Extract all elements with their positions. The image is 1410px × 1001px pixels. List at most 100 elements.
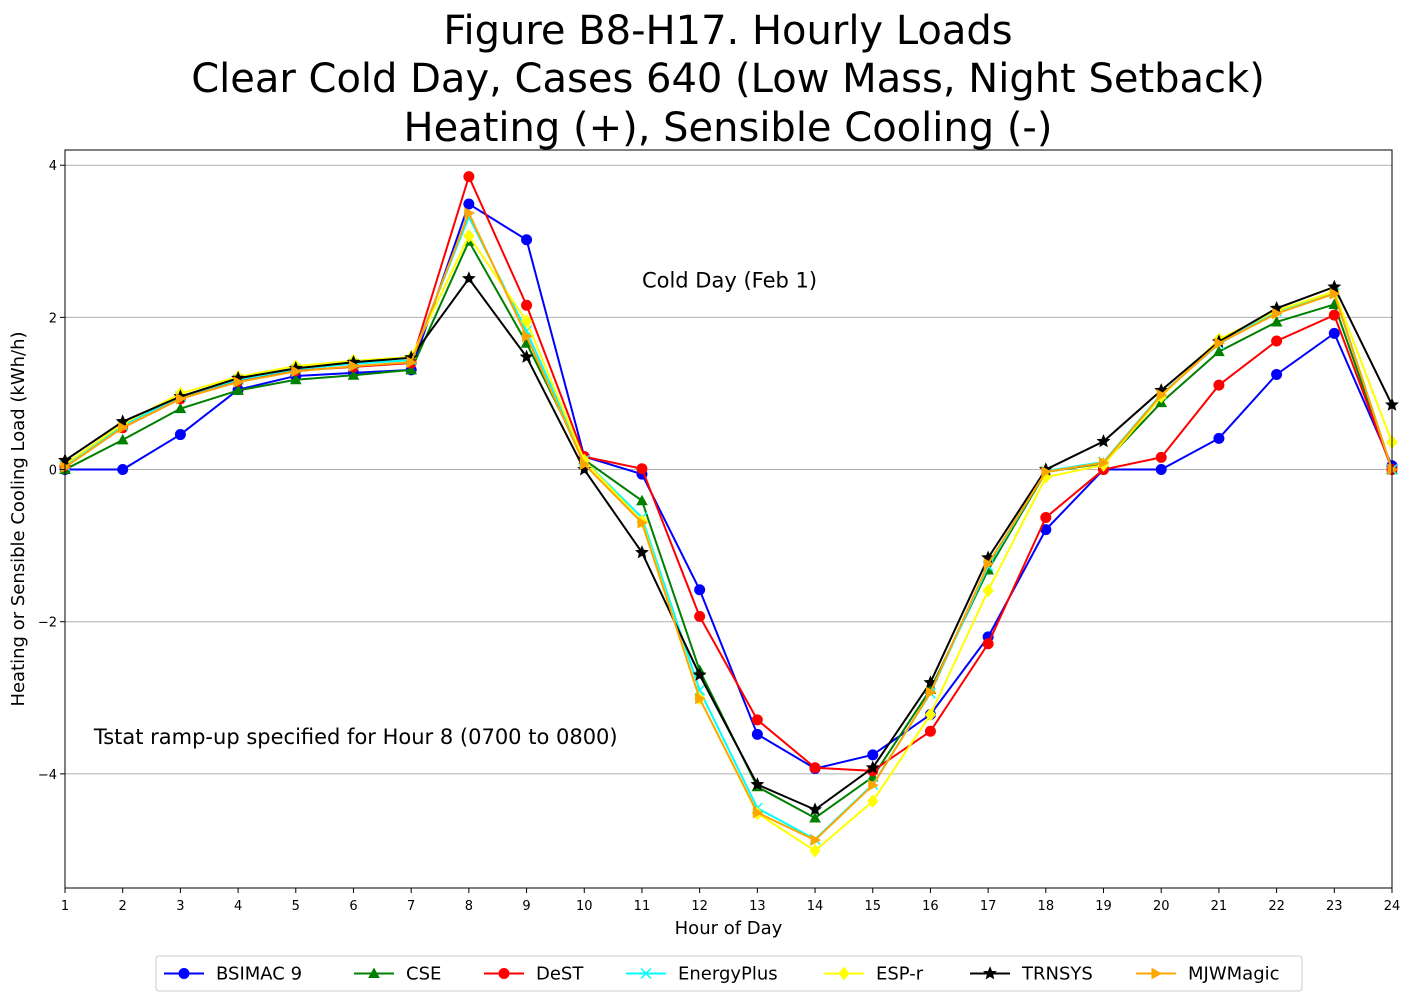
data-point [692,667,707,681]
series-line [64,233,1393,852]
chart-title: Figure B8-H17. Hourly Loads Clear Cold D… [191,8,1265,151]
data-point [1328,309,1340,321]
legend-item: CSE [354,964,441,985]
data-point [982,638,994,650]
data-point [1270,315,1283,327]
data-point [810,834,822,846]
x-tick-label: 4 [234,899,242,914]
data-point [636,463,648,475]
data-point [579,458,591,471]
data-point [174,402,187,414]
data-point [1040,511,1052,523]
data-point [174,429,186,441]
x-tick-label: 11 [634,899,651,914]
data-point [520,314,533,328]
data-point [809,843,821,858]
data-point [808,802,822,816]
data-point [1329,287,1341,300]
data-point [463,171,475,183]
data-point [636,494,648,506]
data-point [1041,465,1052,478]
series-group [58,171,1399,858]
data-point [463,229,475,243]
data-point [368,967,380,978]
plot-area [64,149,1393,889]
data-point [118,421,129,434]
legend-item: ESP-r [824,964,924,985]
data-point [867,794,879,809]
x-tick-label: 2 [119,899,127,914]
x-axis-label: Hour of Day [675,918,783,939]
legend-item: BSIMAC 9 [164,964,302,985]
series-line [64,173,1393,772]
data-point [1099,456,1110,469]
data-point [983,558,995,570]
legend-label: TRNSYS [1021,964,1093,985]
grid-lines [65,164,1392,775]
x-tick-label: 18 [1038,899,1055,914]
data-point [809,811,821,823]
x-tick-label: 22 [1268,899,1285,914]
y-tick-label: 4 [49,159,57,174]
data-point [637,516,648,529]
data-point [751,728,763,740]
x-tick-label: 16 [922,899,939,914]
data-point [178,968,190,979]
data-point [405,363,418,375]
x-tick-label: 19 [1095,899,1112,914]
series-line [64,276,1393,811]
x-tick-label: 24 [1384,899,1401,914]
x-tick-label: 14 [807,899,824,914]
x-tick-label: 20 [1153,899,1170,914]
data-point [868,779,879,792]
x-tick-label: 6 [349,899,357,914]
legend-label: MJWMagic [1188,964,1280,985]
data-point [640,967,652,980]
data-point [116,433,129,445]
data-point [347,369,360,380]
x-tick-label: 12 [691,899,708,914]
axes: 420−2−41 2 3 4 5 6 7 8 9 10 11 12 13 14 15 16 17 18 19 20 21… [38,159,1400,914]
data-point [522,330,533,343]
data-point [519,349,534,363]
series-dest [59,171,1398,777]
chart-title-line-1: Figure B8-H17. Hourly Loads [443,8,1012,54]
data-point [1328,327,1340,339]
data-point [521,299,533,311]
x-tick-label: 8 [465,899,473,914]
y-axis-label: Heating or Sensible Cooling Load (kWh/h) [8,331,29,706]
x-tick-label: 5 [292,899,300,914]
data-point [982,583,994,598]
legend-box [155,955,1303,992]
legend-label: ESP-r [876,964,924,985]
data-point [1213,432,1225,444]
data-point [406,356,418,369]
legend-item: TRNSYS [970,964,1093,985]
data-point [1155,451,1167,463]
data-point [838,966,850,981]
chart-title-line-3: Heating (+), Sensible Cooling (-) [404,105,1053,151]
x-tick-label: 10 [576,899,593,914]
data-point [695,692,706,705]
y-tick-label: −2 [38,616,57,631]
data-point [1151,967,1163,980]
chart-title-line-2: Clear Cold Day, Cases 640 (Low Mass, Nig… [191,56,1265,102]
data-point [1213,379,1225,391]
data-point [289,373,302,385]
series-line [65,202,1393,770]
data-point [348,360,360,372]
data-point [924,707,937,722]
x-tick-label: 13 [749,899,766,914]
legend-label: EnergyPlus [678,964,778,985]
data-point [464,207,475,219]
x-tick-label: 1 [61,899,69,914]
data-point [461,271,476,285]
data-point [694,610,706,622]
data-point [752,806,764,819]
series-mjwmagic [60,207,1399,846]
data-point [521,234,533,246]
x-tick-label: 3 [176,899,184,914]
data-point [635,545,649,559]
legend-label: DeST [536,964,584,985]
